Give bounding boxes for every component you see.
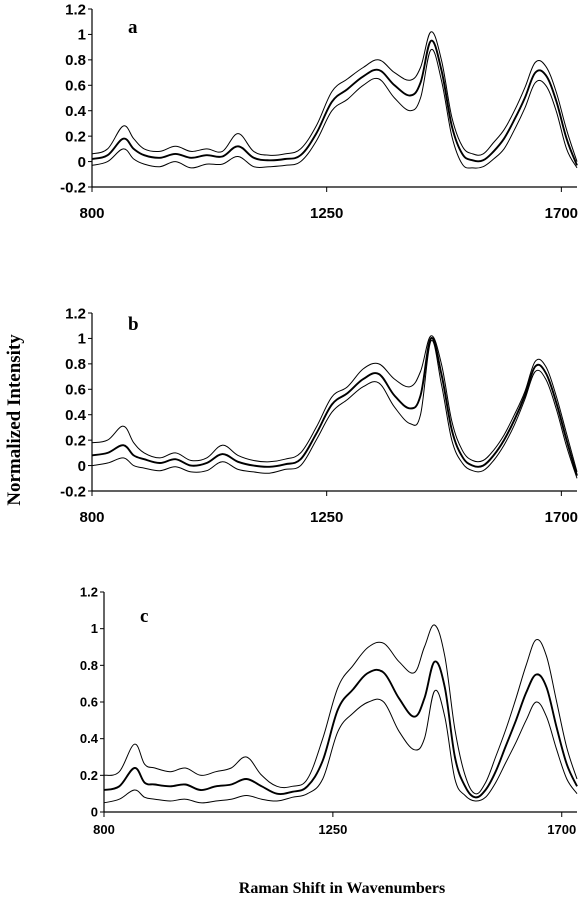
y-tick-label: 0.8 xyxy=(80,658,98,673)
y-tick-label: 1 xyxy=(91,621,98,636)
series-line-3 xyxy=(103,689,578,804)
x-tick-label: 800 xyxy=(79,205,104,222)
y-tick-label: 1.2 xyxy=(65,305,86,322)
x-tick-label: 1250 xyxy=(310,205,343,222)
y-tick-label: -0.2 xyxy=(60,483,86,500)
y-tick-label: 0.6 xyxy=(65,78,86,95)
y-tick-label: 0.8 xyxy=(65,356,86,373)
panel-label: b xyxy=(128,314,139,335)
series-line-3 xyxy=(91,48,578,169)
y-tick-label: 0.2 xyxy=(65,432,86,449)
y-tick-label: 0.6 xyxy=(65,382,86,399)
x-tick-label: 800 xyxy=(93,822,115,837)
panel-c: 0 0.2 0.4 0.6 0.8 1 1.2 800 1250 1700 c xyxy=(80,585,578,837)
y-tick-label: 0.4 xyxy=(65,407,87,424)
y-tick-label: 0.4 xyxy=(65,103,87,120)
y-tick-label: 0 xyxy=(78,458,86,475)
y-tick-label: 0.4 xyxy=(80,731,99,746)
panel-label: a xyxy=(128,17,138,38)
y-tick-label: 1 xyxy=(78,331,86,348)
y-tick-label: 0.2 xyxy=(80,768,98,783)
y-tick-label: 1 xyxy=(78,27,86,44)
y-tick-label: 0.6 xyxy=(80,695,98,710)
x-tick-label: 1700 xyxy=(545,205,578,222)
x-tick-label: 1250 xyxy=(318,822,347,837)
x-tick-label: 1700 xyxy=(547,822,576,837)
x-tick-label: 1700 xyxy=(545,509,578,526)
y-tick-label: 0.8 xyxy=(65,52,86,69)
series-line-2 xyxy=(103,660,578,799)
x-axis-title: Raman Shift in Wavenumbers xyxy=(239,880,445,897)
panel-a: -0.2 0 0.2 0.4 0.6 0.8 1 1.2 800 1250 1700 a xyxy=(60,1,578,222)
series-line-2 xyxy=(91,39,578,166)
series-line-2 xyxy=(91,337,578,476)
y-tick-label: 1.2 xyxy=(80,585,98,600)
series-line-1 xyxy=(91,335,578,473)
series-line-3 xyxy=(91,340,578,479)
y-axis-title: Normalized Intensity xyxy=(4,334,25,506)
panel-label: c xyxy=(140,606,148,627)
y-tick-label: 0.2 xyxy=(65,128,86,145)
series-line-1 xyxy=(103,624,578,795)
y-tick-label: 0 xyxy=(91,805,98,820)
y-tick-label: 1.2 xyxy=(65,1,86,18)
y-tick-label: 0 xyxy=(78,154,86,171)
panel-b: -0.2 0 0.2 0.4 0.6 0.8 1 1.2 800 1250 1700 b xyxy=(60,305,578,526)
y-tick-label: -0.2 xyxy=(60,179,86,196)
x-tick-label: 1250 xyxy=(310,509,343,526)
x-tick-label: 800 xyxy=(79,509,104,526)
series-line-1 xyxy=(91,31,578,162)
